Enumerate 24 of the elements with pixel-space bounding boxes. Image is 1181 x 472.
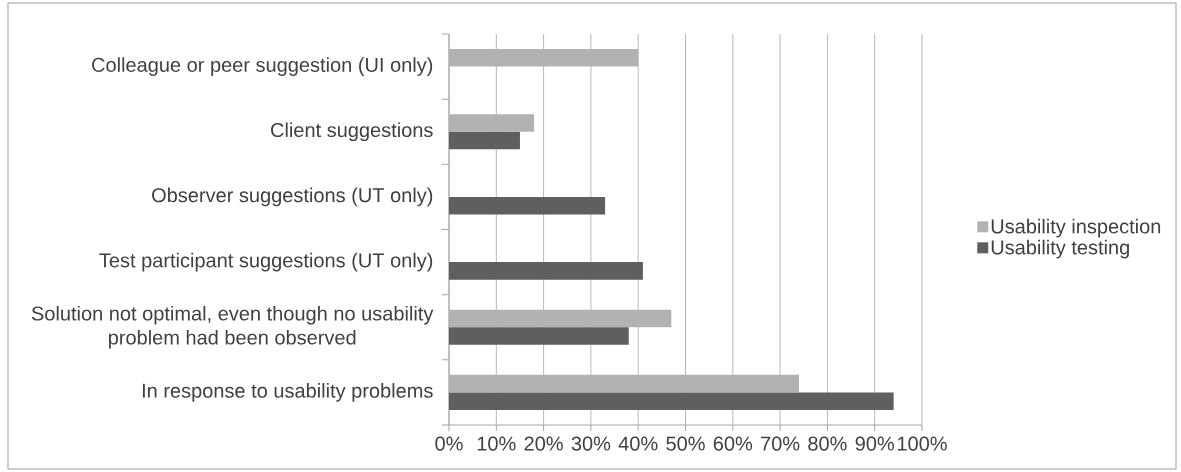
y-tick-label: Test participant suggestions (UT only) [99, 252, 433, 272]
x-tick-label: 40% [618, 436, 658, 451]
y-tick-label: In response to usability problems [142, 383, 433, 402]
x-tick-label: 30% [571, 436, 611, 451]
y-tick-label: Colleague or peer suggestion (UI only) [92, 57, 433, 76]
x-tick-label: 50% [666, 436, 705, 451]
bar [449, 392, 894, 411]
bar [449, 131, 520, 150]
x-tick-label: 20% [524, 436, 563, 451]
x-tick-label: 100% [897, 436, 947, 451]
bar [449, 327, 629, 345]
bar [449, 262, 643, 280]
bar [449, 196, 606, 215]
x-tick-label: 60% [713, 436, 753, 451]
y-tick-label: Client suggestions [271, 122, 433, 142]
y-tick-label: Solution not optimal, even though no usability problem had been observed [31, 305, 434, 349]
legend-label: Usability testing [991, 239, 1129, 259]
x-tick-label: 80% [808, 436, 847, 451]
legend-label: Usability inspection [991, 218, 1161, 238]
x-tick-label: 0% [435, 436, 463, 451]
y-tick-label: Observer suggestions (UT only) [152, 187, 433, 207]
x-tick-label: 90% [855, 436, 894, 451]
x-tick-label: 70% [761, 436, 800, 451]
x-tick-label: 10% [477, 436, 516, 451]
